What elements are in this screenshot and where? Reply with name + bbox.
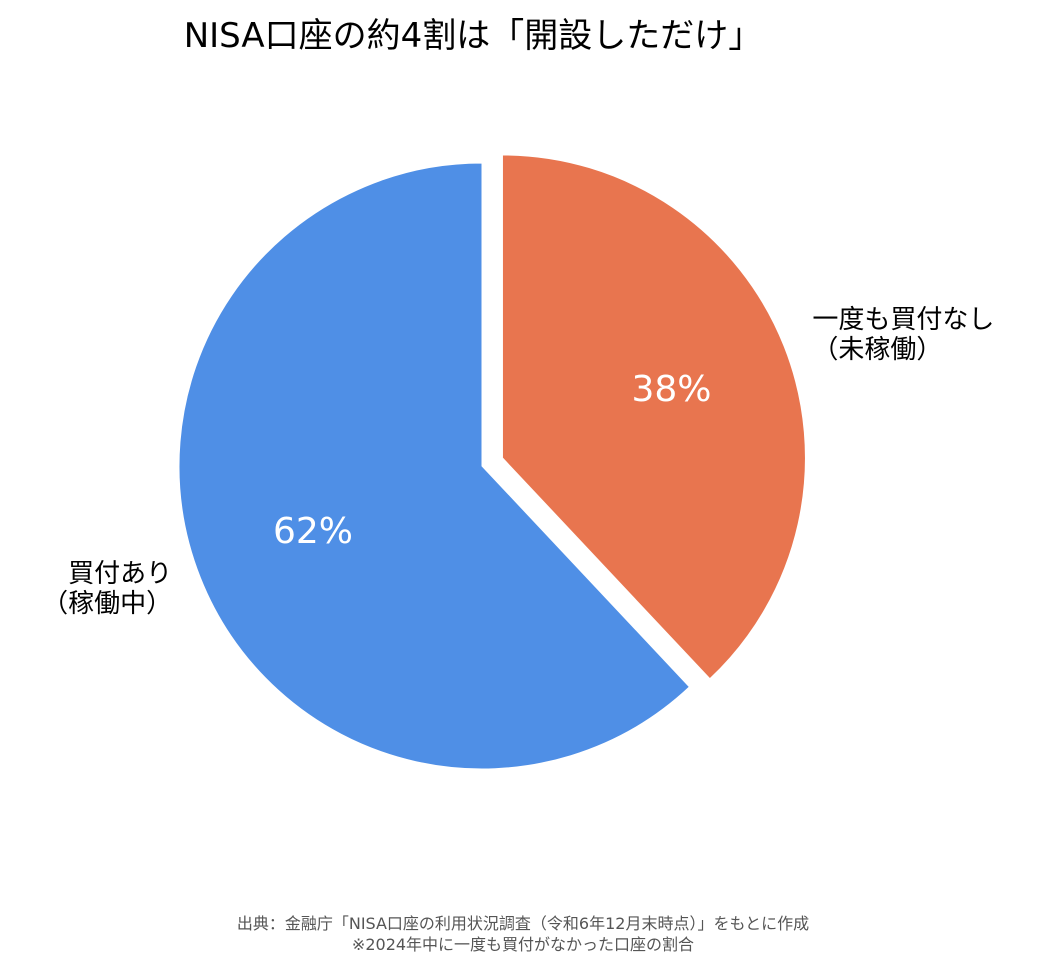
note: ※2024年中に一度も買付がなかった口座の割合 xyxy=(351,935,695,954)
value-label: 38% xyxy=(631,369,711,410)
pie-slice xyxy=(178,162,691,770)
pie-slice xyxy=(501,154,806,680)
category-label: 買付あり （稼働中） xyxy=(42,558,173,619)
category-label: 一度も買付なし （未稼働） xyxy=(812,305,995,366)
source: 出典：金融庁「NISA口座の利用状況調査（令和6年12月末時点）」をもとに作成 xyxy=(236,914,810,933)
value-label: 62% xyxy=(273,511,353,552)
chart-title: NISA口座の約4割は「開設しただけ」 xyxy=(183,16,763,56)
